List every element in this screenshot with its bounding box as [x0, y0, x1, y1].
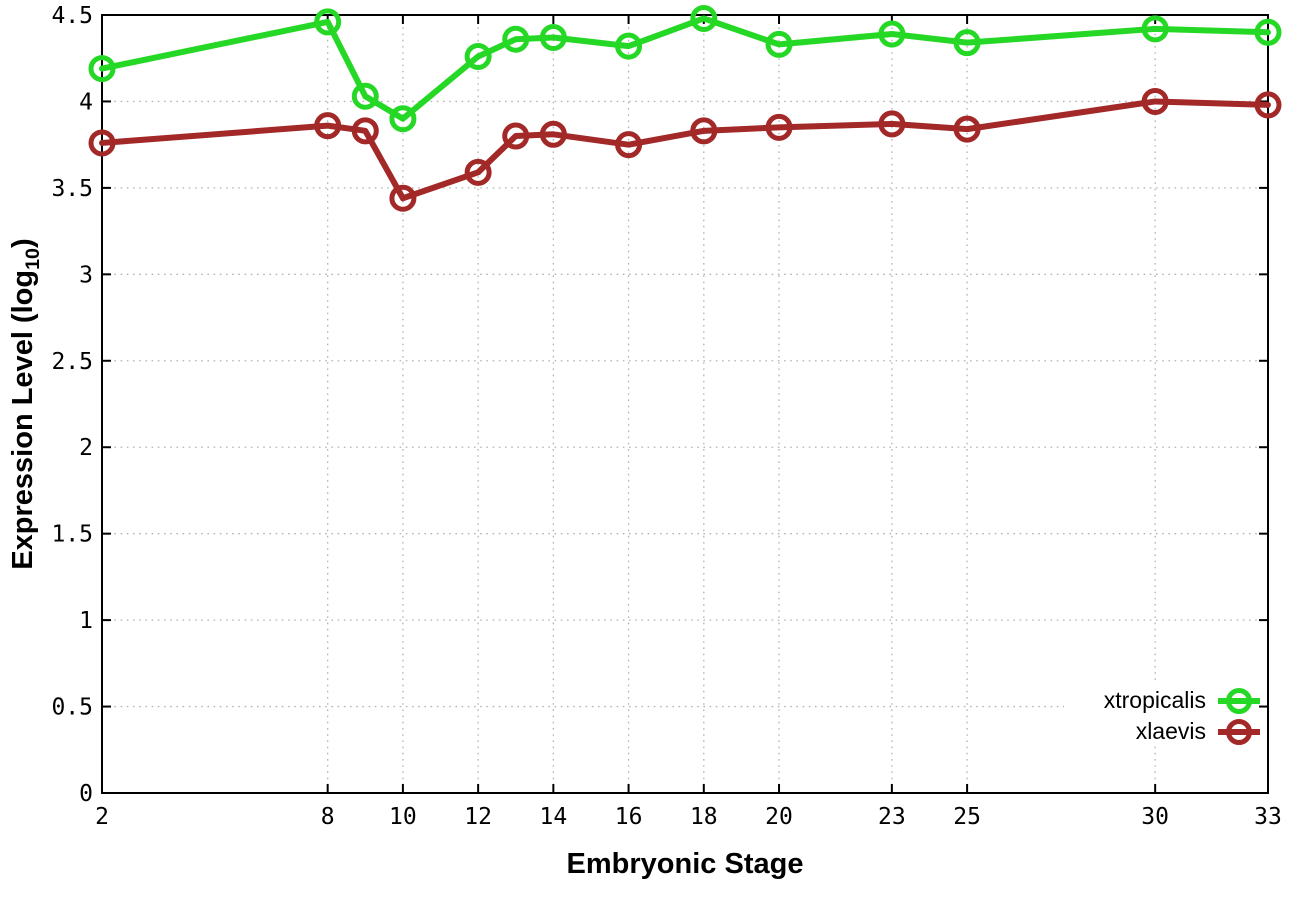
x-tick-label: 14 — [540, 804, 568, 830]
y-tick-label: 2.5 — [51, 349, 93, 375]
series-point-xlaevis — [953, 115, 981, 143]
x-tick-label: 10 — [389, 804, 417, 830]
y-tick-label: 4 — [79, 89, 93, 115]
legend-item-label: xlaevis — [1135, 718, 1206, 744]
series-point-xlaevis — [351, 117, 379, 145]
x-tick-label: 20 — [765, 804, 793, 830]
y-tick-label: 1 — [79, 608, 93, 634]
plot-border — [101, 14, 1269, 794]
series-point-xtropicalis — [539, 23, 567, 51]
x-tick-label: 25 — [953, 804, 981, 830]
legend: xtropicalis xlaevis — [1104, 686, 1262, 746]
series-point-xlaevis — [765, 113, 793, 141]
series-point-xtropicalis — [351, 82, 379, 110]
y-tick-label: 3 — [79, 262, 93, 288]
x-tick-label: 23 — [878, 804, 906, 830]
x-axis-title: Embryonic Stage — [566, 848, 804, 880]
series-line-xlaevis — [99, 98, 1271, 202]
series-point-xtropicalis — [88, 55, 116, 83]
series-point-xtropicalis — [615, 32, 643, 60]
y-axis-title: Expression Level (log10) — [7, 238, 45, 569]
y-tick-label: 1.5 — [51, 522, 93, 548]
y-tick-label: 0 — [79, 781, 93, 807]
series-point-xlaevis — [1254, 91, 1282, 119]
x-tick-label: 18 — [690, 804, 718, 830]
series-point-xtropicalis — [502, 25, 530, 53]
series-point-xlaevis — [389, 184, 417, 212]
line-point-marker-icon — [1218, 687, 1260, 714]
series-point-xlaevis — [615, 131, 643, 159]
legend-item-xtropicalis: xtropicalis — [1104, 686, 1262, 715]
series-point-xlaevis — [1141, 87, 1169, 115]
y-tick-label: 2 — [79, 435, 93, 461]
series-point-xtropicalis — [464, 42, 492, 70]
y-tick-label: 4.5 — [51, 3, 93, 29]
series-point-xlaevis — [690, 117, 718, 145]
x-tick-label: 2 — [95, 804, 109, 830]
series-point-xlaevis — [464, 158, 492, 186]
series-point-xtropicalis — [953, 29, 981, 57]
x-tick-label: 30 — [1141, 804, 1169, 830]
y-axis-title-subscript: 10 — [21, 247, 44, 270]
series-point-xtropicalis — [1254, 18, 1282, 46]
series-point-xlaevis — [878, 110, 906, 138]
legend-item-xlaevis: xlaevis — [1136, 717, 1262, 746]
series-point-xtropicalis — [878, 20, 906, 48]
y-tick-label: 3.5 — [51, 176, 93, 202]
series-point-xlaevis — [314, 112, 342, 140]
series-point-xlaevis — [88, 129, 116, 157]
legend-item-label: xtropicalis — [1103, 687, 1206, 713]
y-tick-label: 0.5 — [51, 695, 93, 721]
x-tick-label: 33 — [1254, 804, 1282, 830]
series-point-xtropicalis — [314, 8, 342, 36]
series-point-xtropicalis — [1141, 15, 1169, 43]
series-point-xtropicalis — [389, 105, 417, 133]
x-tick-label: 8 — [321, 804, 335, 830]
line-point-marker-icon — [1218, 718, 1260, 745]
series-line-xtropicalis — [99, 15, 1271, 122]
x-tick-label: 16 — [615, 804, 643, 830]
series-point-xtropicalis — [765, 30, 793, 58]
series-point-xlaevis — [539, 120, 567, 148]
series-point-xlaevis — [502, 122, 530, 150]
y-axis-title-text: Expression Level (log — [7, 269, 40, 570]
x-tick-label: 12 — [464, 804, 492, 830]
series-point-xtropicalis — [690, 4, 718, 32]
y-axis-title-close: ) — [7, 238, 40, 248]
